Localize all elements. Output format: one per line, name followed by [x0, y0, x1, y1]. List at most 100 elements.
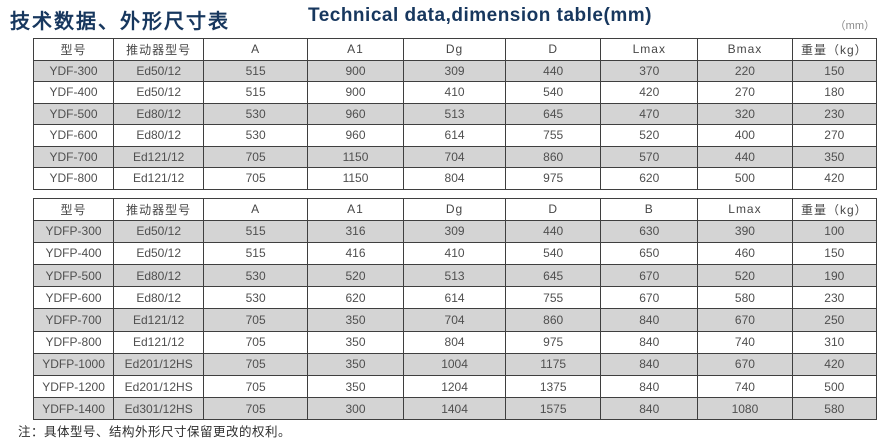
- table-cell: 620: [306, 286, 405, 310]
- table-cell: 975: [505, 330, 602, 354]
- table-cell: 513: [403, 264, 507, 288]
- table-cell: 840: [600, 352, 699, 377]
- table-cell: 150: [791, 241, 878, 266]
- table-row: YDF-800 Ed121/12 705 1150 804 975 620 500 420: [32, 167, 878, 190]
- table-cell: Ed80/12: [113, 124, 205, 147]
- table-cell: 420: [791, 167, 878, 190]
- table-cell: 900: [306, 59, 405, 82]
- table-cell: YDFP-1400: [32, 397, 115, 421]
- table-row: YDFP-1200 Ed201/12HS 705 350 1204 1375 840 740 5…: [32, 374, 878, 399]
- unit-label: （mm）: [834, 20, 875, 32]
- table-cell: Ed50/12: [113, 241, 205, 266]
- table-cell: 620: [600, 167, 699, 190]
- table-cell: 310: [791, 330, 878, 354]
- table-cell: 570: [600, 145, 699, 168]
- table-cell: 220: [697, 59, 793, 82]
- table-cell: 1080: [697, 397, 793, 421]
- table-cell: 520: [697, 264, 793, 288]
- column-header: Dg: [403, 38, 507, 61]
- table-row: YDFP-400 Ed50/12 515 416 410 540 650 460 150: [32, 241, 878, 266]
- table-cell: 704: [403, 308, 507, 332]
- table-cell: Ed201/12HS: [113, 374, 205, 399]
- column-header: 重量（kg）: [791, 197, 878, 221]
- table-cell: 840: [600, 330, 699, 354]
- table-cell: 530: [203, 124, 308, 147]
- table-cell: 350: [306, 374, 405, 399]
- table-cell: 540: [505, 81, 602, 104]
- table-cell: 705: [203, 167, 308, 190]
- table-cell: Ed121/12: [113, 145, 205, 168]
- table-cell: YDFP-600: [32, 286, 115, 310]
- table-cell: 740: [697, 374, 793, 399]
- table-cell: 960: [306, 124, 405, 147]
- page-header: 技术数据、外形尺寸表 Technical data,dimension tabl…: [0, 0, 881, 35]
- table-cell: 300: [306, 397, 405, 421]
- table-cell: 513: [403, 102, 507, 125]
- table-cell: 530: [203, 286, 308, 310]
- column-header: A1: [306, 38, 405, 61]
- table-cell: 755: [505, 286, 602, 310]
- table-cell: 840: [600, 308, 699, 332]
- table-cell: 270: [791, 124, 878, 147]
- table-cell: YDFP-1000: [32, 352, 115, 377]
- table-cell: 440: [505, 219, 602, 243]
- column-header: A: [203, 38, 308, 61]
- table-cell: 410: [403, 241, 507, 266]
- table-cell: YDF-500: [32, 102, 115, 125]
- table-row: YDFP-300 Ed50/12 515 316 309 440 630 390 100: [32, 219, 878, 243]
- footnote: 注：具体型号、结构外形尺寸保留更改的权利。: [18, 425, 292, 439]
- table-cell: Ed50/12: [113, 219, 205, 243]
- table-cell: 1575: [505, 397, 602, 421]
- table-cell: Ed201/12HS: [113, 352, 205, 377]
- table-cell: 1204: [403, 374, 507, 399]
- table-cell: 309: [403, 59, 507, 82]
- table-row: YDFP-500 Ed80/12 530 520 513 645 670 520 190: [32, 264, 878, 288]
- table-cell: 520: [600, 124, 699, 147]
- table-cell: 190: [791, 264, 878, 288]
- table-cell: 180: [791, 81, 878, 104]
- table-row: YDFP-700 Ed121/12 705 350 704 860 840 670 250: [32, 308, 878, 332]
- table-cell: 416: [306, 241, 405, 266]
- table-cell: 520: [306, 264, 405, 288]
- table-cell: 530: [203, 102, 308, 125]
- table-cell: 515: [203, 59, 308, 82]
- table-cell: 350: [306, 330, 405, 354]
- table-cell: 840: [600, 397, 699, 421]
- table-cell: Ed121/12: [113, 308, 205, 332]
- table-row: YDFP-600 Ed80/12 530 620 614 755 670 580 230: [32, 286, 878, 310]
- table-cell: 670: [697, 308, 793, 332]
- table-cell: 540: [505, 241, 602, 266]
- column-header: Dg: [403, 197, 507, 221]
- table-cell: 230: [791, 102, 878, 125]
- table-cell: 150: [791, 59, 878, 82]
- column-header: Bmax: [697, 38, 793, 61]
- table-cell: Ed301/12HS: [113, 397, 205, 421]
- table-cell: 350: [791, 145, 878, 168]
- table-cell: 1404: [403, 397, 507, 421]
- table-cell: 390: [697, 219, 793, 243]
- column-header: D: [505, 197, 602, 221]
- table-cell: Ed121/12: [113, 167, 205, 190]
- table-cell: YDFP-700: [32, 308, 115, 332]
- table-cell: 705: [203, 397, 308, 421]
- table-cell: 580: [791, 397, 878, 421]
- table-cell: 500: [697, 167, 793, 190]
- table-cell: 316: [306, 219, 405, 243]
- table-cell: 410: [403, 81, 507, 104]
- column-header: Lmax: [697, 197, 793, 221]
- table-cell: 270: [697, 81, 793, 104]
- table-cell: 1004: [403, 352, 507, 377]
- table-cell: 670: [697, 352, 793, 377]
- table-cell: 705: [203, 330, 308, 354]
- table-cell: 960: [306, 102, 405, 125]
- column-header: Lmax: [600, 38, 699, 61]
- table-cell: 420: [600, 81, 699, 104]
- table2-header-row: 型号 推动器型号 A A1 Dg D B Lmax 重量（kg）: [32, 197, 878, 221]
- table-cell: 614: [403, 124, 507, 147]
- table-cell: 515: [203, 241, 308, 266]
- table-cell: 975: [505, 167, 602, 190]
- table-cell: Ed80/12: [113, 264, 205, 288]
- table-cell: Ed121/12: [113, 330, 205, 354]
- table-cell: 645: [505, 264, 602, 288]
- table-cell: YDFP-800: [32, 330, 115, 354]
